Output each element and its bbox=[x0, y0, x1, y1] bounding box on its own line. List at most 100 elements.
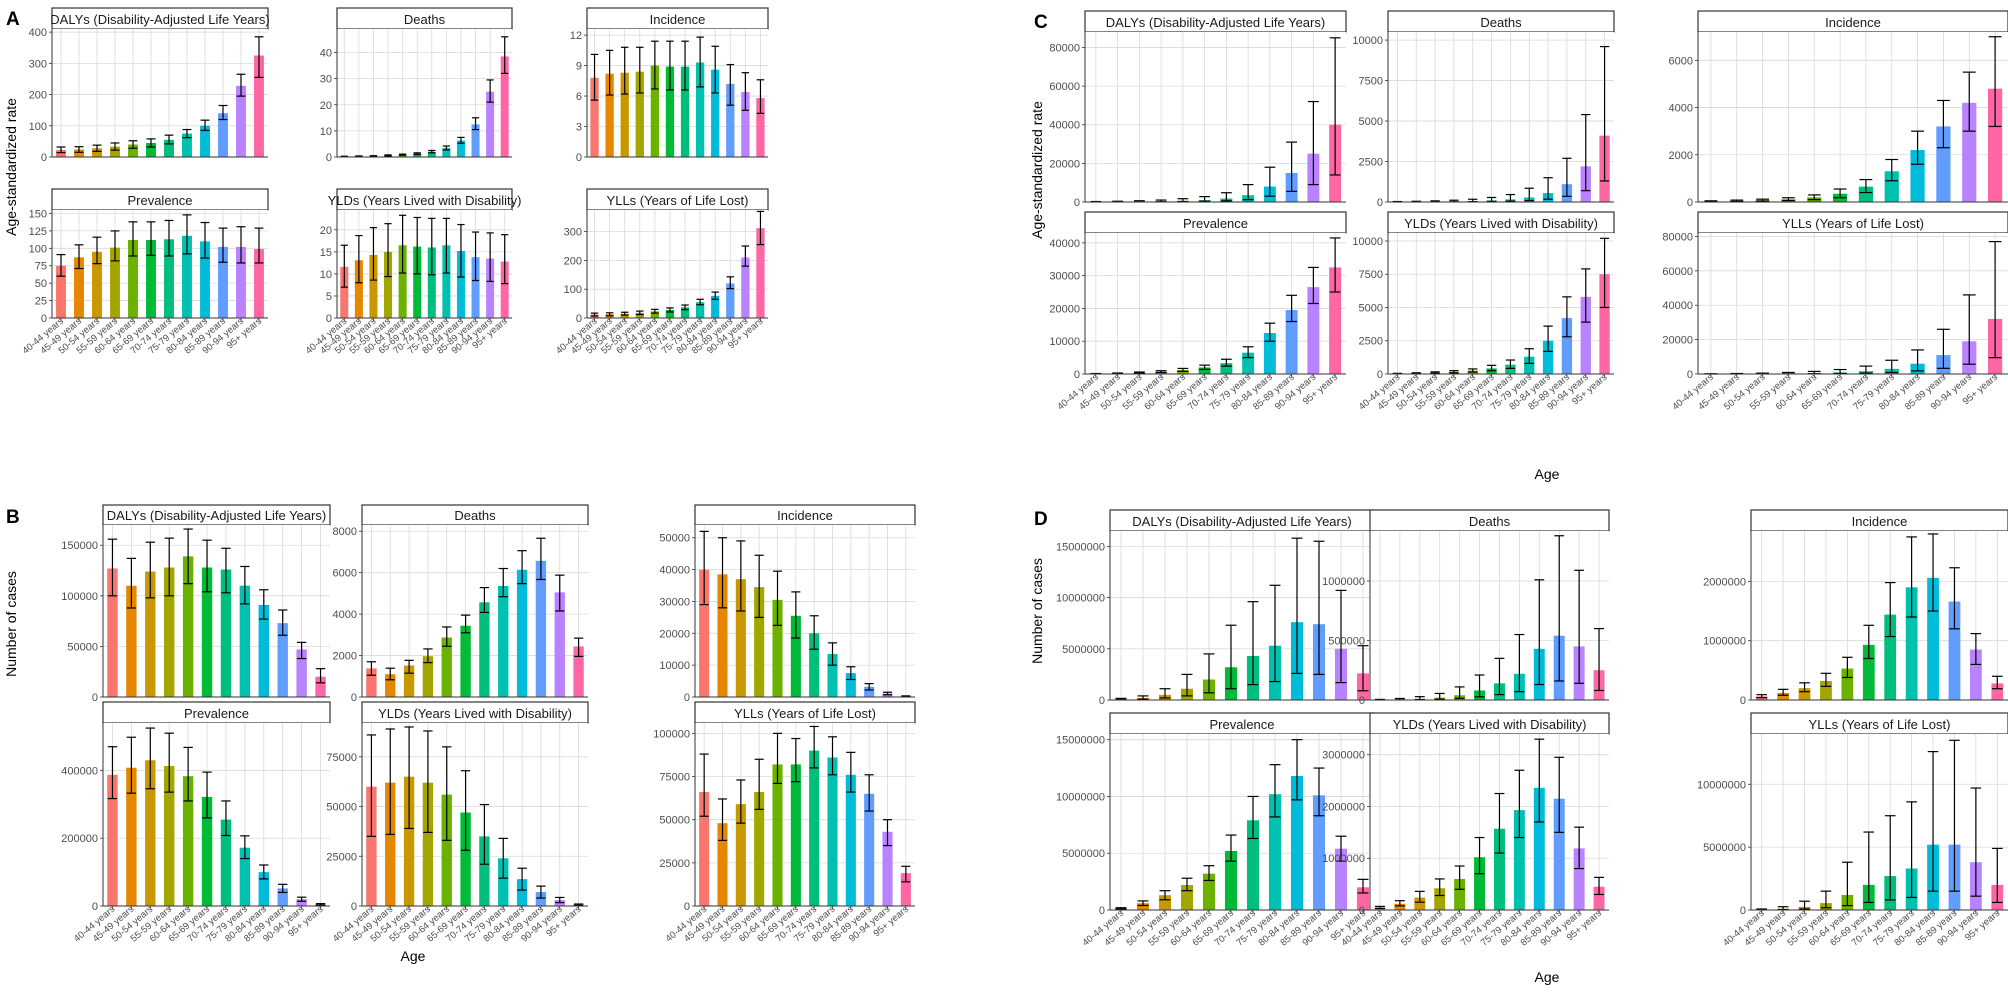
y-tick-label: 0 bbox=[1099, 695, 1105, 707]
bar bbox=[864, 793, 875, 906]
bar bbox=[403, 665, 415, 697]
y-tick-label: 0 bbox=[92, 692, 98, 704]
y-tick-label: 80000 bbox=[1662, 231, 1693, 243]
bar bbox=[145, 571, 156, 697]
bar bbox=[486, 258, 495, 318]
bar bbox=[790, 764, 801, 906]
y-tick-label: 1000000 bbox=[1322, 576, 1365, 588]
y-tick-label: 0 bbox=[326, 152, 332, 164]
bar bbox=[56, 149, 66, 157]
bar bbox=[220, 569, 232, 697]
y-tick-label: 0 bbox=[41, 313, 47, 325]
plot-area bbox=[1388, 32, 1614, 202]
y-tick-label: 2500 bbox=[1359, 157, 1383, 169]
y-tick-label: 2000 bbox=[1669, 150, 1693, 162]
facet-title: Incidence bbox=[1825, 15, 1881, 30]
bar bbox=[1858, 186, 1874, 202]
facet: DALYs (Disability-Adjusted Life Years) 0 2… bbox=[1049, 10, 1347, 209]
y-tick-label: 10000000 bbox=[1056, 791, 1105, 803]
y-tick-label: 3 bbox=[576, 122, 582, 134]
bar bbox=[726, 283, 735, 318]
y-tick-label: 25000 bbox=[326, 851, 357, 863]
bar bbox=[717, 823, 728, 906]
bar bbox=[535, 560, 547, 697]
y-tick-label: 100 bbox=[564, 284, 582, 296]
bar bbox=[128, 144, 138, 157]
y-tick-label: 40000 bbox=[1049, 120, 1080, 132]
bar bbox=[665, 66, 675, 157]
bar bbox=[516, 569, 528, 697]
plot-area bbox=[103, 723, 330, 906]
bar bbox=[1905, 587, 1918, 700]
y-tick-label: 60000 bbox=[1662, 266, 1693, 278]
y-axis-title: Age-standardized rate bbox=[3, 98, 19, 236]
bar bbox=[258, 872, 269, 906]
facet: Incidence 0 1000000 2000000 bbox=[1703, 509, 2008, 707]
y-tick-label: 6000 bbox=[1669, 55, 1693, 67]
y-tick-label: 30 bbox=[320, 74, 332, 86]
facet: Deaths 0 2500 5000 7500 10000 bbox=[1352, 10, 1615, 209]
facet-title: YLLs (Years of Life Lost) bbox=[734, 706, 876, 721]
y-tick-label: 75000 bbox=[326, 752, 357, 764]
y-tick-label: 1000000 bbox=[1322, 853, 1365, 865]
bar bbox=[384, 251, 393, 318]
bar bbox=[92, 251, 102, 318]
x-axis-title: Age bbox=[1535, 969, 1560, 985]
y-axis-title: Number of cases bbox=[3, 571, 19, 677]
bar bbox=[110, 146, 120, 157]
y-tick-label: 300 bbox=[564, 227, 582, 239]
facet: DALYs (Disability-Adjusted Life Years) 0 5… bbox=[1056, 509, 1375, 707]
bar bbox=[200, 241, 210, 318]
bar bbox=[695, 302, 705, 318]
y-tick-label: 100000 bbox=[653, 728, 690, 740]
facet-title: DALYs (Disability-Adjusted Life Years) bbox=[50, 12, 269, 27]
y-tick-label: 40000 bbox=[1049, 238, 1080, 250]
bar bbox=[1220, 363, 1233, 374]
y-tick-label: 0 bbox=[576, 313, 582, 325]
facet-title: DALYs (Disability-Adjusted Life Years) bbox=[1132, 514, 1351, 529]
bar bbox=[864, 686, 875, 697]
bar bbox=[385, 782, 396, 906]
bar bbox=[741, 91, 750, 157]
bar bbox=[236, 85, 246, 157]
y-tick-label: 10000000 bbox=[1697, 779, 1746, 791]
y-tick-label: 0 bbox=[92, 901, 98, 913]
y-tick-label: 20000 bbox=[1049, 158, 1080, 170]
bar bbox=[441, 794, 452, 906]
bar bbox=[1820, 681, 1832, 700]
plot-area bbox=[52, 29, 268, 157]
y-tick-label: 0 bbox=[1099, 905, 1105, 917]
bar bbox=[1927, 577, 1939, 700]
panel-label: A bbox=[6, 9, 20, 30]
bar bbox=[809, 750, 820, 906]
facet-title: YLLs (Years of Life Lost) bbox=[607, 193, 749, 208]
y-tick-label: 15 bbox=[320, 247, 332, 259]
y-tick-label: 20000 bbox=[1049, 303, 1080, 315]
bar bbox=[1285, 310, 1298, 374]
bar bbox=[427, 247, 436, 318]
bar bbox=[1242, 352, 1255, 374]
bar bbox=[413, 153, 422, 157]
facet-title: Prevalence bbox=[1209, 717, 1274, 732]
panel-label: B bbox=[6, 507, 20, 528]
bar bbox=[1454, 878, 1466, 910]
bar bbox=[605, 73, 614, 157]
y-tick-label: 150 bbox=[29, 208, 47, 220]
bar bbox=[516, 879, 528, 906]
facet-title: Incidence bbox=[650, 12, 706, 27]
y-tick-label: 0 bbox=[1074, 197, 1080, 209]
bar bbox=[1394, 903, 1406, 910]
bar bbox=[218, 113, 228, 157]
bar bbox=[1268, 794, 1282, 910]
bar bbox=[1198, 367, 1211, 374]
bar bbox=[772, 599, 783, 697]
bar bbox=[756, 98, 765, 157]
bar bbox=[735, 804, 746, 906]
facet: DALYs (Disability-Adjusted Life Years) 0 5… bbox=[61, 504, 331, 704]
y-tick-label: 5000000 bbox=[1062, 644, 1105, 656]
y-tick-label: 5000 bbox=[1359, 302, 1383, 314]
bar bbox=[1987, 88, 2003, 202]
y-tick-label: 15000000 bbox=[1056, 541, 1105, 553]
bar bbox=[1307, 287, 1320, 374]
facet: Deaths 0 10 20 30 40 bbox=[320, 7, 513, 164]
